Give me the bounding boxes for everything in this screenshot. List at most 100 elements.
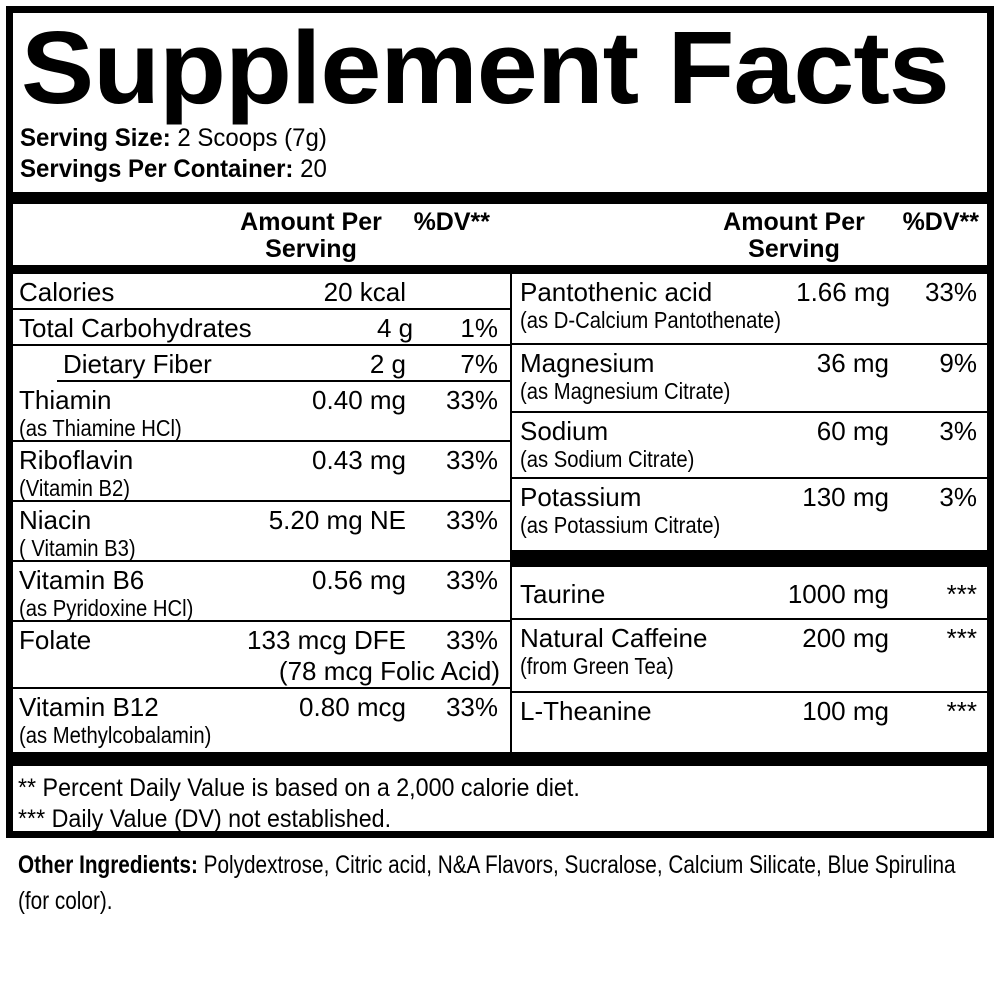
footnotes: ** Percent Daily Value is based on a 2,0… bbox=[13, 766, 987, 835]
ingredient-name: Total Carbohydrates bbox=[19, 313, 252, 343]
table-row: Calories 20 kcal bbox=[13, 274, 510, 310]
ingredient-name: Dietary Fiber bbox=[63, 349, 212, 379]
daily-value: *** bbox=[946, 579, 977, 609]
ingredient-name: L-Theanine bbox=[520, 696, 652, 726]
daily-value: 3% bbox=[939, 482, 977, 512]
footnote-dv-not-established: *** Daily Value (DV) not established. bbox=[18, 805, 392, 833]
table-row: Vitamin B12 0.80 mcg 33% (as Methylcobalami… bbox=[13, 689, 510, 748]
amount-value: 1000 mg bbox=[787, 579, 889, 609]
table-row: Potassium 130 mg 3% (as Potassium Citrate) bbox=[512, 479, 987, 543]
serving-size-value: 2 Scoops (7g) bbox=[177, 124, 327, 152]
table-row: Riboflavin 0.43 mg 33% (Vitamin B2) bbox=[13, 442, 510, 502]
table-row: Niacin 5.20 mg NE 33% ( Vitamin B3) bbox=[13, 502, 510, 562]
amount-value: 200 mg bbox=[802, 623, 889, 653]
amount-value-secondary: (78 mcg Folic Acid) bbox=[278, 656, 500, 686]
amount-value: 0.40 mg bbox=[312, 385, 406, 415]
table-row: L-Theanine 100 mg *** bbox=[512, 693, 987, 741]
daily-value: 3% bbox=[939, 416, 977, 446]
divider-bar-top bbox=[13, 192, 987, 204]
footnote-percent-dv: ** Percent Daily Value is based on a 2,0… bbox=[18, 774, 580, 802]
ingredient-source: (from Green Tea) bbox=[520, 653, 674, 679]
ingredient-name: Potassium bbox=[520, 482, 642, 512]
amount-value: 133 mcg DFE bbox=[247, 625, 406, 655]
daily-value: 1% bbox=[460, 313, 498, 343]
table-row: Dietary Fiber 2 g 7% bbox=[57, 346, 510, 382]
serving-size-line: Serving Size: 2 Scoops (7g) bbox=[20, 123, 987, 154]
nutrients-column-left: Calories 20 kcal Total Carbohydrates 4 g 1% D… bbox=[13, 274, 510, 752]
ingredient-name: Calories bbox=[19, 277, 115, 307]
table-row: Pantothenic acid 1.66 mg 33% (as D-Calcium … bbox=[512, 274, 987, 345]
ingredient-source: (as Pyridoxine HCl) bbox=[19, 595, 194, 621]
ingredient-source: (as Methylcobalamin) bbox=[19, 722, 212, 748]
ingredient-name: Sodium bbox=[520, 416, 609, 446]
amount-value: 20 kcal bbox=[323, 277, 406, 307]
amount-value: 0.80 mcg bbox=[299, 692, 406, 722]
divider-bar-header bbox=[13, 265, 987, 274]
page-title: Supplement Facts bbox=[21, 10, 950, 125]
ingredient-name: Vitamin B12 bbox=[19, 692, 159, 722]
servings-per-container-label: Servings Per Container: bbox=[20, 155, 294, 183]
serving-info: Serving Size: 2 Scoops (7g) Servings Per… bbox=[20, 123, 987, 185]
daily-value: *** bbox=[946, 696, 977, 726]
ingredient-source: (as Potassium Citrate) bbox=[520, 512, 721, 538]
daily-value: 33% bbox=[445, 625, 498, 655]
ingredient-source: ( Vitamin B3) bbox=[19, 535, 136, 561]
percent-dv-header: %DV** bbox=[413, 208, 490, 236]
amount-value: 60 mg bbox=[816, 416, 889, 446]
table-header-right: Amount Per Serving %DV** bbox=[500, 209, 987, 265]
other-ingredients-text: Polydextrose, Citric acid, N&A Flavors, … bbox=[18, 851, 956, 915]
other-ingredients-label: Other Ingredients: bbox=[18, 851, 198, 879]
ingredient-source: (Vitamin B2) bbox=[19, 475, 130, 501]
amount-per-serving-header: Amount Per Serving bbox=[723, 208, 865, 263]
amount-value: 130 mg bbox=[802, 482, 889, 512]
ingredient-source: (as Magnesium Citrate) bbox=[520, 378, 731, 404]
ingredient-name: Thiamin bbox=[19, 385, 112, 415]
amount-value: 4 g bbox=[376, 313, 414, 343]
amount-value: 0.43 mg bbox=[312, 445, 406, 475]
daily-value: 33% bbox=[445, 565, 498, 595]
ingredient-name: Folate bbox=[19, 625, 92, 655]
daily-value: 33% bbox=[445, 692, 498, 722]
servings-per-container-value: 20 bbox=[300, 155, 327, 183]
table-row: Sodium 60 mg 3% (as Sodium Citrate) bbox=[512, 413, 987, 479]
ingredient-name: Riboflavin bbox=[19, 445, 134, 475]
amount-value: 2 g bbox=[369, 349, 406, 379]
amount-value: 36 mg bbox=[816, 348, 889, 378]
ingredient-name: Natural Caffeine bbox=[520, 623, 708, 653]
nutrients-table: Calories 20 kcal Total Carbohydrates 4 g 1% D… bbox=[13, 274, 987, 752]
supplement-facts-panel: Supplement Facts Serving Size: 2 Scoops … bbox=[6, 6, 994, 838]
ingredient-name: Pantothenic acid bbox=[520, 277, 713, 307]
table-row: Magnesium 36 mg 9% (as Magnesium Citrate) bbox=[512, 345, 987, 413]
divider-bar-bottom bbox=[13, 752, 987, 766]
daily-value: 9% bbox=[939, 348, 977, 378]
ingredient-name: Vitamin B6 bbox=[19, 565, 145, 595]
other-ingredients: Other Ingredients: Polydextrose, Citric … bbox=[18, 847, 988, 919]
table-row: Thiamin 0.40 mg 33% (as Thiamine HCl) bbox=[13, 382, 510, 442]
table-row: Natural Caffeine 200 mg *** (from Green Tea… bbox=[512, 620, 987, 693]
daily-value: *** bbox=[946, 623, 977, 653]
daily-value: 33% bbox=[445, 385, 498, 415]
daily-value: 7% bbox=[460, 349, 498, 379]
ingredient-name: Taurine bbox=[520, 579, 606, 609]
ingredient-name: Magnesium bbox=[520, 348, 655, 378]
table-row: Total Carbohydrates 4 g 1% bbox=[13, 310, 510, 346]
amount-value: 0.56 mg bbox=[312, 565, 406, 595]
percent-dv-header: %DV** bbox=[902, 208, 979, 236]
daily-value: 33% bbox=[924, 277, 977, 307]
section-separator-bar bbox=[512, 550, 987, 567]
servings-per-container-line: Servings Per Container: 20 bbox=[20, 154, 987, 185]
ingredient-source: (as Thiamine HCl) bbox=[19, 415, 182, 441]
table-row: Folate 133 mcg DFE 33% (78 mcg Folic Acid) bbox=[13, 622, 510, 689]
ingredient-source: (as D-Calcium Pantothenate) bbox=[520, 307, 781, 333]
table-row: Taurine 1000 mg *** bbox=[512, 576, 987, 620]
table-header-row: Amount Per Serving %DV** Amount Per Servin… bbox=[13, 204, 987, 265]
serving-size-label: Serving Size: bbox=[20, 124, 171, 152]
ingredient-source: (as Sodium Citrate) bbox=[520, 446, 695, 472]
daily-value: 33% bbox=[445, 505, 498, 535]
amount-value: 1.66 mg bbox=[796, 277, 891, 307]
amount-value: 100 mg bbox=[802, 696, 889, 726]
table-row: Vitamin B6 0.56 mg 33% (as Pyridoxine HCl) bbox=[13, 562, 510, 622]
nutrients-column-right: Pantothenic acid 1.66 mg 33% (as D-Calcium … bbox=[510, 274, 987, 752]
amount-value: 5.20 mg NE bbox=[268, 505, 406, 535]
daily-value: 33% bbox=[445, 445, 498, 475]
